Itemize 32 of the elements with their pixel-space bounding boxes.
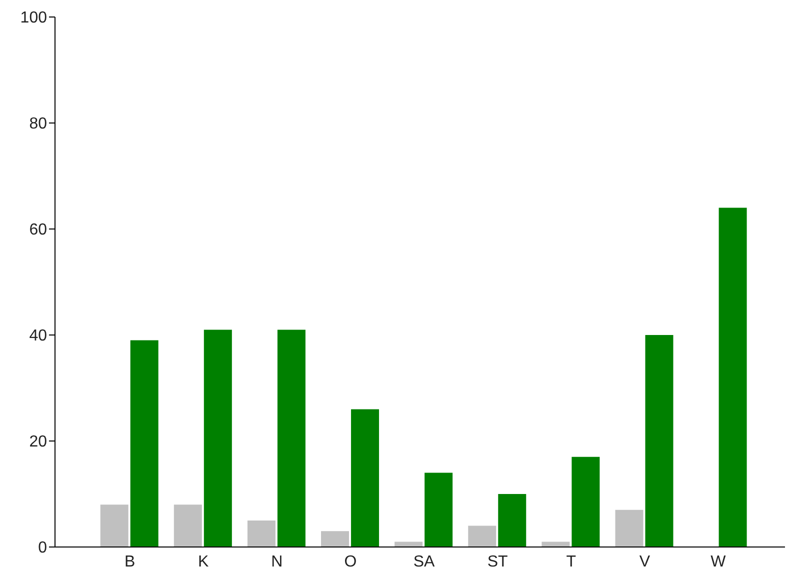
x-tick-label: K [198,553,209,570]
bar [645,335,674,547]
x-tick-label: B [124,553,136,570]
y-tick-label: 80 [29,116,48,133]
bar [277,330,306,547]
bar [321,531,350,547]
bar [351,409,380,547]
x-tick-label: V [639,553,650,570]
bar [394,542,423,547]
x-tick-label: W [710,553,727,570]
bar [100,504,128,547]
x-tick-label: T [566,553,576,570]
y-tick-label: 100 [20,10,48,27]
y-tick-label: 20 [29,434,48,451]
bar [174,504,202,547]
bar [204,330,232,547]
x-tick-label: ST [487,553,508,570]
bar [572,456,600,547]
bar [424,472,453,547]
y-tick-label: 0 [38,540,48,557]
y-tick-label: 40 [29,328,48,345]
bar [498,494,526,547]
bar [468,526,496,547]
bar [542,542,570,547]
bar [247,520,276,547]
y-tick-label: 60 [29,222,48,239]
bar [615,510,644,547]
bar [718,208,747,547]
x-tick-label: SA [413,553,435,570]
x-tick-label: N [271,553,283,570]
x-tick-label: O [344,553,357,570]
bar [130,340,158,547]
